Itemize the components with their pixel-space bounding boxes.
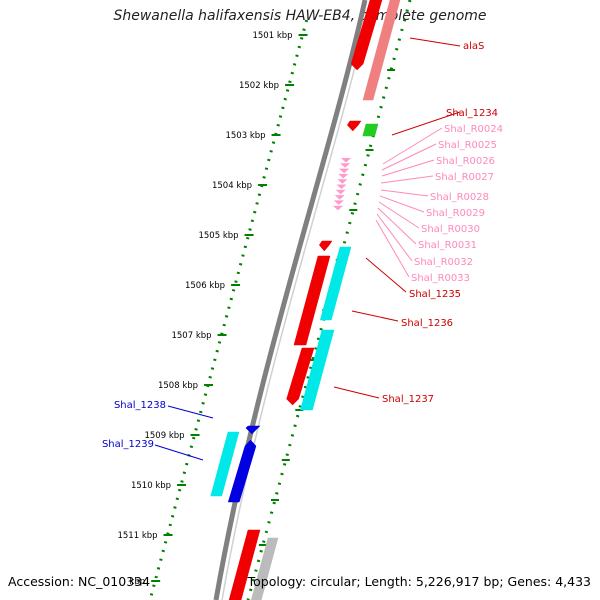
callout-line bbox=[377, 207, 417, 245]
callout-line bbox=[376, 213, 413, 262]
gene-label: Shal_R0030 bbox=[421, 224, 480, 235]
ruler-label: 1502 kbp bbox=[239, 81, 279, 91]
gene-label: Shal_R0029 bbox=[426, 208, 485, 219]
gene-trna-chevron bbox=[341, 158, 351, 163]
ruler-label: 1511 kbp bbox=[117, 531, 157, 541]
gene-shal-1237-body bbox=[286, 347, 315, 406]
gene-trna-chevron bbox=[340, 163, 351, 168]
gene-label: Shal_R0028 bbox=[430, 192, 489, 203]
ruler-label: 1509 kbp bbox=[144, 431, 184, 441]
callout-line bbox=[375, 219, 410, 278]
accession-text: Accession: NC_010334 bbox=[8, 574, 151, 589]
callout-line bbox=[167, 405, 214, 419]
gene-trna-chevron bbox=[335, 189, 346, 195]
gene-bottom-red bbox=[228, 529, 261, 600]
callout-line bbox=[351, 310, 399, 322]
callout-line bbox=[409, 37, 461, 47]
gene-shal-1239-cyan bbox=[210, 431, 240, 497]
ruler-label: 1506 kbp bbox=[185, 281, 225, 291]
gene-green-small bbox=[362, 123, 379, 137]
callout-line bbox=[380, 175, 434, 184]
gene-label: Shal_1237 bbox=[382, 394, 434, 405]
gene-alaS-neighbor bbox=[362, 0, 401, 101]
gene-trna-chevron bbox=[337, 179, 348, 184]
gene-bottom-gray bbox=[251, 537, 279, 600]
gene-label: Shal_R0027 bbox=[435, 172, 494, 183]
callout-line bbox=[381, 143, 437, 171]
gene-shal-1236a bbox=[319, 246, 352, 321]
topology-text: Topology: circular; Length: 5,226,917 bp… bbox=[247, 574, 591, 589]
gene-label: Shal_1236 bbox=[401, 318, 453, 329]
gene-trna-chevron bbox=[338, 173, 349, 179]
gene-shal-1235 bbox=[318, 240, 333, 252]
gene-label: Shal_R0025 bbox=[438, 140, 497, 151]
gene-label: Shal_1234 bbox=[446, 108, 498, 119]
gene-alaS bbox=[350, 0, 383, 71]
ruler-label: 1505 kbp bbox=[198, 231, 238, 241]
gene-trna-chevron bbox=[332, 205, 343, 211]
gene-trna-chevron bbox=[334, 195, 345, 200]
gene-trna-chevron bbox=[339, 168, 350, 174]
gene-shal-1239 bbox=[227, 439, 257, 503]
callout-line bbox=[379, 195, 425, 213]
gene-shal-1238 bbox=[245, 425, 261, 435]
ruler-track bbox=[148, 19, 309, 600]
ruler-label: 1508 kbp bbox=[158, 381, 198, 391]
backbone-shadow bbox=[221, 0, 372, 600]
callout-line bbox=[154, 444, 204, 461]
ruler-label: 1504 kbp bbox=[212, 181, 252, 191]
gene-trna-chevron bbox=[333, 200, 344, 205]
gene-label: Shal_1235 bbox=[409, 289, 461, 300]
gene-label: Shal_R0031 bbox=[418, 240, 477, 251]
gene-label: Shal_1239 bbox=[102, 439, 154, 450]
ruler-label: 1507 kbp bbox=[171, 331, 211, 341]
callout-line bbox=[382, 127, 443, 165]
gene-shal-1234 bbox=[346, 120, 362, 132]
callout-line bbox=[380, 189, 429, 197]
ruler-label: 1503 kbp bbox=[225, 131, 265, 141]
ruler-label: 1510 kbp bbox=[131, 481, 171, 491]
gene-trna-chevron bbox=[336, 184, 347, 189]
ruler-label: 1501 kbp bbox=[252, 31, 292, 41]
gene-label: Shal_1238 bbox=[114, 400, 166, 411]
gene-label: Shal_R0026 bbox=[436, 156, 495, 167]
callout-line bbox=[381, 159, 435, 177]
callout-line bbox=[333, 386, 380, 399]
callout-line bbox=[378, 201, 420, 229]
gene-label: Shal_R0033 bbox=[411, 273, 470, 284]
gene-label: Shal_R0024 bbox=[444, 124, 503, 135]
ruler-label: kbp bbox=[129, 577, 145, 587]
gene-shal-1237 bbox=[300, 329, 335, 411]
gene-label: Shal_R0032 bbox=[414, 257, 473, 268]
callout-line bbox=[391, 111, 461, 136]
gene-label: alaS bbox=[463, 41, 484, 52]
gene-shal-1235-body bbox=[293, 255, 331, 346]
callout-line bbox=[365, 257, 407, 293]
